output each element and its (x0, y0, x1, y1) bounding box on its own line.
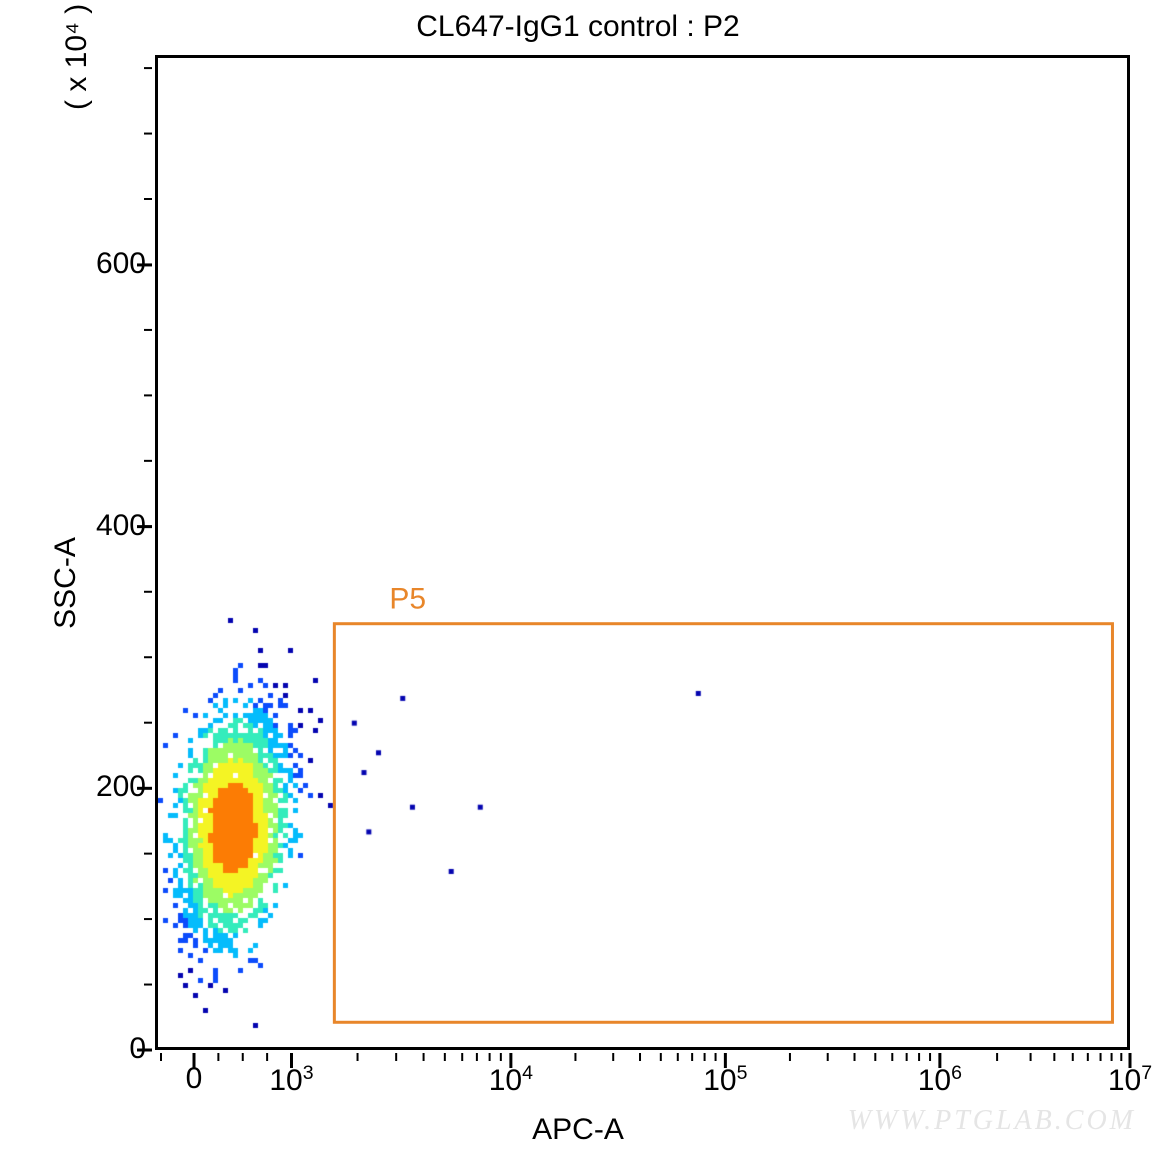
x-tick-label: 105 (695, 1062, 755, 1098)
x-tick-label: 103 (262, 1062, 322, 1098)
x-tick-label: 0 (164, 1062, 224, 1096)
y-tick-label: 200 (86, 770, 146, 804)
gate-label: P5 (389, 583, 426, 616)
x-tick-label: 104 (481, 1062, 541, 1098)
y-axis-label: SSC-A (49, 537, 83, 629)
x-tick-label: 106 (910, 1062, 970, 1098)
y-tick-label: 600 (86, 247, 146, 281)
x-tick-label: 107 (1100, 1062, 1156, 1098)
plot-area: P5 (155, 55, 1130, 1050)
y-axis-scale-label: ( x 10⁴ ) (60, 4, 94, 110)
y-tick-label: 0 (86, 1032, 146, 1066)
y-tick-label: 400 (86, 509, 146, 543)
gate-rectangle (334, 624, 1112, 1023)
overlay-svg: P5 (158, 58, 1127, 1047)
watermark-text: WWW.PTGLAB.COM (848, 1105, 1136, 1137)
chart-title: CL647-IgG1 control : P2 (0, 10, 1156, 44)
flow-cytometry-plot: CL647-IgG1 control : P2 SSC-A ( x 10⁴ ) … (0, 0, 1156, 1165)
